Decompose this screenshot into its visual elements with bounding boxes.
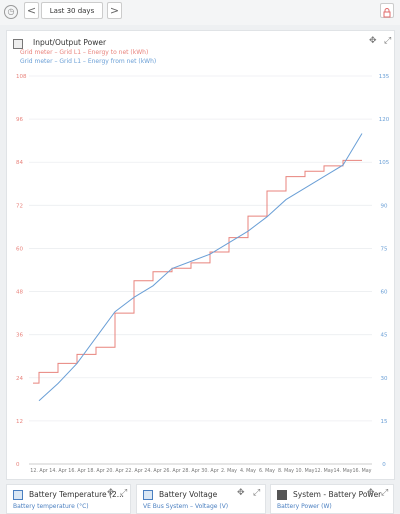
x-axis-tick-label: 16. Apr	[68, 468, 85, 474]
x-axis-tick-label: 18. Apr	[87, 468, 104, 474]
battery-voltage-card: Battery Voltage ✥ ⤢ VE Bus System – Volt…	[136, 484, 266, 514]
energy-from-net-line	[38, 133, 363, 402]
x-axis-tick-label: 6. May	[259, 468, 275, 474]
x-axis-tick-label: 14. Apr	[49, 468, 66, 474]
battery-temperature-card: Battery Temperature (2... ✥ ⤢ Battery te…	[6, 484, 131, 514]
previous-period-button[interactable]: <	[24, 2, 39, 19]
move-icon[interactable]: ✥	[367, 488, 375, 498]
x-axis-tick-label: 24. Apr	[144, 468, 161, 474]
right-axis-tick-label: 60	[381, 290, 388, 296]
x-axis-tick-label: 12. May	[314, 468, 333, 474]
right-axis-tick-label: 135	[379, 74, 390, 80]
right-axis-tick-label: 0	[382, 462, 386, 468]
x-axis-tick-label: 16. May	[352, 468, 371, 474]
right-axis-tick-label: 120	[379, 117, 390, 123]
x-axis-tick-label: 20. Apr	[106, 468, 123, 474]
x-axis-tick-label: 8. May	[278, 468, 294, 474]
lock-button[interactable]	[380, 3, 394, 18]
right-axis-tick-label: 15	[381, 419, 388, 425]
x-axis-tick-label: 30. Apr	[201, 468, 218, 474]
energy-line-chart: 0 12 24 36 48 60 72 84 96 108 0 15 30 45 60 75 90 105 120 1…	[16, 74, 390, 474]
lock-icon	[383, 8, 391, 18]
right-axis-tick-label: 45	[381, 333, 388, 339]
card-title: Battery Temperature (2...	[29, 490, 124, 499]
x-axis-tick-label: 2. May	[221, 468, 237, 474]
chart-panel-icon	[143, 490, 153, 500]
x-axis-tick-label: 4. May	[240, 468, 256, 474]
right-axis-tick-label: 75	[381, 246, 388, 252]
chart-panel-icon	[277, 490, 287, 500]
left-axis-tick-label: 24	[16, 376, 23, 382]
expand-icon[interactable]: ⤢	[120, 488, 128, 498]
panel-title: Input/Output Power	[33, 38, 107, 47]
card-title: System - Battery Power	[293, 490, 382, 499]
move-icon[interactable]: ✥	[107, 488, 115, 498]
chart-panel-icon	[13, 490, 23, 500]
clock-icon[interactable]: ◷	[4, 5, 18, 19]
card-legend: VE Bus System – Voltage (V)	[143, 503, 229, 510]
expand-icon[interactable]: ⤢	[381, 488, 389, 498]
input-output-power-panel: Input/Output Power ✥ ⤢ Grid meter – Grid…	[6, 30, 395, 480]
x-axis-tick-label: 26. Apr	[163, 468, 180, 474]
top-toolbar: ◷ < Last 30 days >	[0, 0, 400, 25]
left-axis-tick-label: 12	[16, 419, 23, 425]
legend-item-energy-from-net[interactable]: Grid meter – Grid L1 – Energy from net (…	[20, 58, 157, 65]
energy-to-net-line	[33, 159, 362, 384]
x-axis-tick-label: 14. May	[333, 468, 352, 474]
left-axis-tick-label: 72	[16, 203, 23, 209]
chart-panel-icon	[13, 39, 23, 49]
card-legend: Battery Power (W)	[277, 503, 332, 510]
expand-icon[interactable]: ⤢	[253, 488, 261, 498]
date-range-selector[interactable]: Last 30 days	[41, 2, 103, 19]
left-axis-tick-label: 0	[16, 462, 20, 468]
move-icon[interactable]: ✥	[237, 488, 245, 498]
left-axis-tick-label: 36	[16, 333, 23, 339]
battery-power-card: System - Battery Power ✥ ⤢ Battery Power…	[270, 484, 394, 514]
x-axis-tick-label: 10. May	[295, 468, 314, 474]
right-axis-tick-label: 90	[381, 203, 388, 209]
card-title: Battery Voltage	[159, 490, 218, 499]
x-axis-tick-label: 22. Apr	[125, 468, 142, 474]
left-axis-tick-label: 108	[16, 74, 27, 80]
left-axis-tick-label: 96	[16, 117, 23, 123]
move-icon[interactable]: ✥	[369, 36, 377, 46]
next-period-button[interactable]: >	[107, 2, 122, 19]
x-axis-tick-label: 28. Apr	[182, 468, 199, 474]
right-axis-tick-label: 30	[381, 376, 388, 382]
expand-icon[interactable]: ⤢	[384, 36, 392, 46]
right-axis-tick-label: 105	[379, 160, 390, 166]
left-axis-tick-label: 84	[16, 160, 23, 166]
left-axis-tick-label: 60	[16, 246, 23, 252]
card-legend: Battery temperature (°C)	[13, 503, 89, 510]
left-axis-tick-label: 48	[16, 290, 23, 296]
x-axis-tick-label: 12. Apr	[30, 468, 47, 474]
legend-item-energy-to-net[interactable]: Grid meter – Grid L1 – Energy to net (kW…	[20, 49, 149, 56]
